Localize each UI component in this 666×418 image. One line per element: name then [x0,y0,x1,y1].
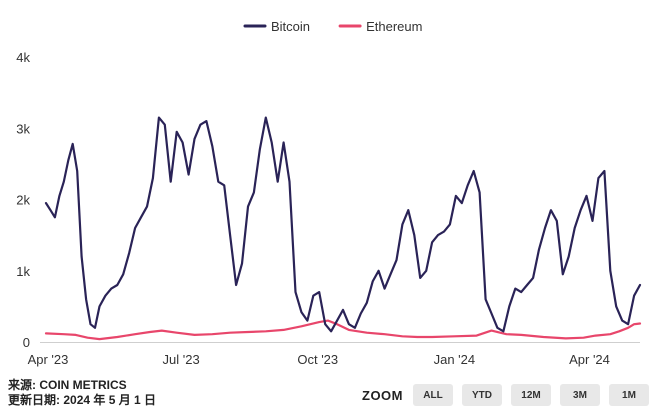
x-tick-label: Oct '23 [297,352,338,367]
zoom-controls: ZOOM ALL YTD 12M 3M 1M [362,384,658,406]
zoom-all-button[interactable]: ALL [413,384,453,406]
chart: Bitcoin Ethereum 0 1k 2k 3k 4k Apr '23 Jul '23… [16,19,642,367]
zoom-1m-button[interactable]: 1M [609,384,649,406]
updated-date: 2024 年 5 月 1 日 [63,393,157,407]
zoom-12m-button[interactable]: 12M [511,384,551,406]
source-line: 来源: COIN METRICS [8,378,156,393]
legend: Bitcoin Ethereum [243,19,422,34]
source-label: 来源: [8,378,36,392]
zoom-label: ZOOM [362,387,403,403]
y-axis: 0 1k 2k 3k 4k [16,50,30,350]
legend-label: Bitcoin [271,19,310,34]
source-note: 来源: COIN METRICS 更新日期: 2024 年 5 月 1 日 [8,378,156,408]
y-tick-label: 4k [16,50,30,65]
zoom-3m-button[interactable]: 3M [560,384,600,406]
y-tick-label: 1k [16,264,30,279]
x-axis: Apr '23 Jul '23 Oct '23 Jan '24 Apr '24 [28,352,610,367]
y-tick-label: 0 [23,335,30,350]
legend-item-bitcoin[interactable]: Bitcoin [243,19,310,34]
legend-label: Ethereum [366,19,422,34]
series-line-ethereum [44,319,642,341]
x-tick-label: Jul '23 [163,352,200,367]
x-tick-label: Apr '24 [569,352,610,367]
x-tick-label: Jan '24 [434,352,476,367]
y-tick-label: 3k [16,121,30,136]
legend-item-ethereum[interactable]: Ethereum [338,19,422,34]
source-name: COIN METRICS [39,378,127,392]
series-line-bitcoin [44,116,642,333]
updated-line: 更新日期: 2024 年 5 月 1 日 [8,393,156,408]
zoom-ytd-button[interactable]: YTD [462,384,502,406]
updated-label: 更新日期: [8,393,60,407]
x-tick-label: Apr '23 [28,352,69,367]
series-layer [44,116,642,341]
y-tick-label: 2k [16,193,30,208]
